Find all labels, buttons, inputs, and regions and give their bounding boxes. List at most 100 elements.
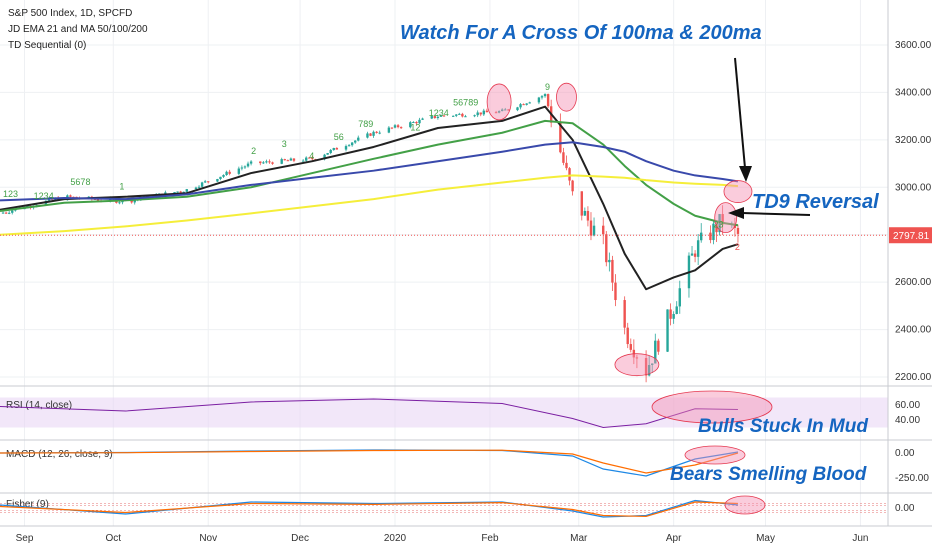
candle-body <box>436 116 440 119</box>
candle-body <box>476 112 479 116</box>
rsi-line <box>0 398 738 429</box>
cross-arrow-head <box>739 166 752 182</box>
candle-body <box>335 147 339 150</box>
candle-body <box>651 363 654 365</box>
price-tick-label: 2400.00 <box>895 325 932 336</box>
candle-body <box>207 181 210 183</box>
candle-body <box>225 171 228 176</box>
candle-body <box>390 127 394 129</box>
candle-body <box>354 140 357 143</box>
rsi-title: RSI (14, close) <box>6 400 72 411</box>
candle-body <box>418 119 421 124</box>
candles <box>1 93 740 383</box>
fisher-line <box>0 499 739 518</box>
candle-body <box>332 147 335 150</box>
candle-body <box>528 102 531 104</box>
candle-body <box>635 357 639 359</box>
candle-body <box>283 159 286 161</box>
candle-body <box>586 210 590 221</box>
highlight-ellipse <box>486 83 512 121</box>
candle-body <box>292 158 296 161</box>
candle-body <box>696 240 700 257</box>
candle-body <box>559 122 562 153</box>
td-count-label: 123 <box>3 189 18 199</box>
candle-body <box>396 125 400 128</box>
candle-body <box>347 145 351 147</box>
candle-body <box>130 200 133 203</box>
price-tick-label: 2600.00 <box>895 277 932 288</box>
rsi-annotation: Bulls Stuck In Mud <box>698 416 868 437</box>
candle-body <box>308 157 311 159</box>
candle-body <box>516 107 519 111</box>
candle-body <box>546 94 550 107</box>
price-tick-label: 2200.00 <box>895 372 932 383</box>
candle-body <box>455 114 458 116</box>
td-count-label: 2 <box>251 146 256 156</box>
candle-body <box>415 121 418 124</box>
candle-body <box>237 168 241 174</box>
td-count-label: 5678 <box>70 177 90 187</box>
cross-annotation: Watch For A Cross Of 100ma & 200ma <box>400 22 762 44</box>
candle-body <box>118 202 121 204</box>
candle-body <box>537 97 541 103</box>
candle-body <box>562 152 565 163</box>
macd-tick-label: 0.00 <box>895 448 915 459</box>
x-tick-label: May <box>756 533 775 544</box>
candle-body <box>228 171 231 174</box>
candle-body <box>393 125 397 128</box>
candle-body <box>329 149 332 154</box>
x-tick-label: Oct <box>106 533 122 544</box>
candle-body <box>571 180 574 192</box>
last-price-label: 2797.81 <box>893 231 930 242</box>
candle-body <box>678 288 681 307</box>
candle-body <box>259 161 262 164</box>
highlight-ellipse <box>723 180 753 203</box>
candle-body <box>700 232 703 241</box>
candle-body <box>589 220 593 236</box>
candle-body <box>629 344 632 350</box>
candle-body <box>194 187 198 190</box>
candle-body <box>672 313 675 319</box>
grid <box>0 0 888 526</box>
candle-body <box>286 160 290 162</box>
candle-body <box>458 113 461 115</box>
candle-body <box>442 115 446 117</box>
ema21-line <box>0 105 739 291</box>
macd-tick-label: -250.00 <box>895 473 929 484</box>
candle-body <box>133 199 136 203</box>
rsi-highlight <box>651 390 773 424</box>
candle-body <box>519 104 522 108</box>
fisher-title: Fisher (9) <box>6 499 49 510</box>
td-count-label: 1234 <box>34 191 54 201</box>
td-count-label: 3 <box>282 139 287 149</box>
candle-body <box>675 306 678 314</box>
candle-body <box>216 179 219 182</box>
x-tick-label: Apr <box>666 533 682 544</box>
candle-body <box>222 175 225 177</box>
candle-body <box>540 96 544 98</box>
td-count-label: 2 <box>735 242 740 252</box>
candle-body <box>197 186 201 188</box>
ma200-line <box>0 174 739 236</box>
candle-body <box>479 112 482 115</box>
candle-body <box>614 282 617 301</box>
candle-body <box>605 234 608 263</box>
candle-body <box>626 327 629 345</box>
candle-body <box>647 364 651 376</box>
candle-body <box>280 159 283 164</box>
candle-body <box>176 191 179 193</box>
candle-body <box>464 116 467 118</box>
candle-body <box>262 162 265 164</box>
candle-body <box>11 210 14 213</box>
candle-body <box>243 166 247 168</box>
price-tick-label: 3000.00 <box>895 182 932 193</box>
candle-body <box>4 212 8 214</box>
candle-body <box>378 132 381 134</box>
candle-body <box>372 131 375 136</box>
candle-body <box>301 160 305 162</box>
candle-body <box>565 162 568 169</box>
candle-body <box>344 146 348 150</box>
candle-body <box>693 253 697 257</box>
fisher-highlight <box>724 495 766 515</box>
